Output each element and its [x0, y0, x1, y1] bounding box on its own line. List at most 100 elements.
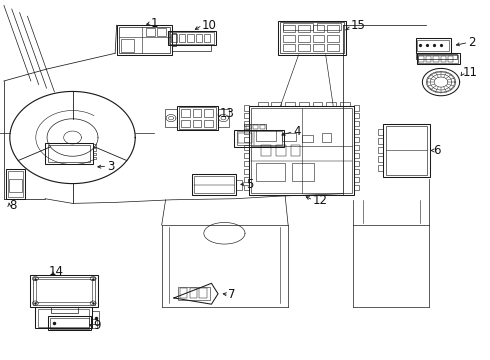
Bar	[204, 120, 213, 127]
Bar	[283, 44, 295, 51]
Bar	[251, 108, 352, 193]
Bar	[157, 28, 166, 36]
Bar	[177, 106, 218, 130]
Text: 15: 15	[351, 19, 366, 32]
Bar	[178, 287, 210, 300]
Bar	[119, 27, 170, 53]
Text: 8: 8	[9, 199, 16, 212]
Text: 1: 1	[151, 17, 158, 30]
Bar	[244, 105, 249, 111]
Bar	[282, 133, 296, 141]
Bar	[204, 109, 213, 117]
Bar	[165, 109, 177, 127]
Bar	[417, 40, 449, 51]
Bar	[33, 277, 95, 305]
Bar	[234, 130, 284, 147]
Bar	[244, 113, 249, 118]
Bar	[378, 147, 383, 153]
Text: 11: 11	[463, 66, 478, 79]
Bar	[181, 120, 190, 127]
Bar	[378, 138, 383, 144]
Bar	[441, 56, 446, 62]
Bar	[168, 31, 216, 45]
Bar	[354, 145, 359, 150]
Bar	[354, 177, 359, 182]
Bar	[48, 316, 91, 330]
Bar	[236, 180, 242, 190]
Bar	[193, 109, 201, 117]
Bar	[244, 145, 249, 150]
Text: 6: 6	[433, 144, 441, 157]
Bar	[327, 35, 339, 42]
Text: 7: 7	[228, 288, 236, 301]
Bar	[35, 307, 92, 328]
Bar	[378, 129, 383, 135]
Bar	[172, 33, 176, 46]
Bar	[283, 23, 313, 30]
Bar	[354, 161, 359, 166]
Bar	[354, 137, 359, 142]
Bar	[179, 107, 216, 129]
Bar	[6, 169, 25, 199]
Bar	[244, 161, 249, 166]
Bar	[237, 131, 282, 145]
Bar	[298, 44, 310, 51]
Bar	[93, 157, 96, 159]
Bar	[190, 288, 197, 298]
Bar	[253, 125, 258, 129]
Bar	[30, 275, 98, 307]
Bar	[418, 56, 424, 62]
Text: 12: 12	[313, 194, 328, 207]
Bar	[179, 34, 185, 42]
Bar	[244, 153, 249, 158]
Bar	[302, 135, 313, 142]
Bar	[386, 126, 427, 175]
Bar	[354, 129, 359, 134]
Bar	[50, 318, 89, 329]
Bar	[172, 45, 211, 51]
Bar	[8, 171, 23, 197]
Bar	[45, 143, 93, 164]
Bar	[433, 56, 439, 62]
Bar	[354, 105, 359, 111]
Bar	[448, 56, 453, 62]
Text: 5: 5	[246, 178, 253, 191]
Bar	[181, 109, 190, 117]
Bar	[280, 22, 344, 53]
Bar	[9, 179, 22, 192]
Bar	[299, 102, 309, 106]
Bar	[117, 25, 172, 55]
Bar	[204, 34, 210, 42]
Bar	[383, 124, 430, 177]
Bar	[91, 319, 97, 328]
Bar	[180, 288, 187, 298]
Bar	[426, 56, 431, 62]
Text: 9: 9	[93, 319, 100, 332]
Bar	[271, 102, 281, 106]
Bar	[354, 113, 359, 118]
Bar	[327, 44, 339, 51]
Bar	[291, 145, 300, 156]
Bar	[340, 102, 350, 106]
Bar	[244, 169, 249, 174]
Bar	[244, 129, 249, 134]
Text: 13: 13	[220, 107, 234, 120]
Bar	[244, 185, 249, 190]
Bar	[378, 156, 383, 162]
Bar	[326, 102, 336, 106]
Bar	[199, 288, 207, 298]
Bar	[283, 25, 295, 32]
Bar	[244, 121, 249, 126]
Bar	[283, 35, 295, 42]
Bar	[313, 102, 322, 106]
Bar	[298, 35, 310, 42]
Bar	[36, 279, 92, 302]
Bar	[378, 165, 383, 171]
Bar	[418, 55, 458, 63]
Bar	[327, 25, 339, 32]
Bar	[354, 121, 359, 126]
Bar	[354, 153, 359, 158]
Bar	[93, 144, 96, 147]
Bar	[261, 145, 271, 156]
Bar	[354, 169, 359, 174]
